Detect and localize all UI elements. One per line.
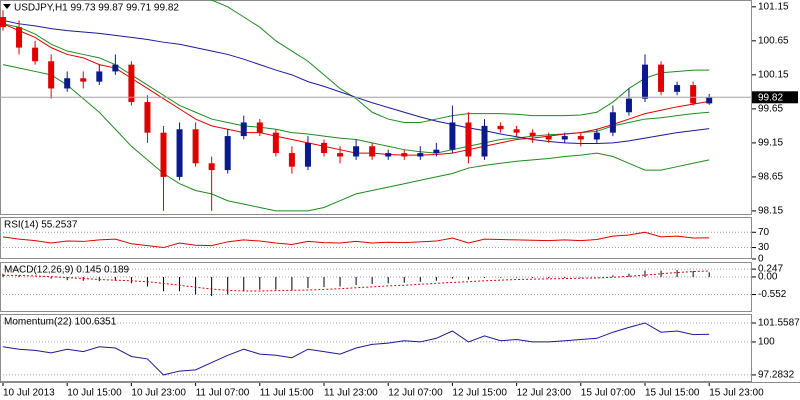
candle-body [642,64,648,99]
x-tick-label: 10 Jul 2013 [3,388,55,399]
price-label: 99.82 [758,92,783,103]
y-tick-label: 99.65 [758,104,783,115]
candle-body [417,153,424,157]
candle-body [385,153,392,157]
pane-frame [0,314,752,382]
x-tick-label: 12 Jul 23:00 [517,388,572,399]
candle-body [48,61,55,89]
pane-title: MACD(12,26,9) 0.145 0.189 [4,265,130,276]
y-tick-label: 97.2832 [758,370,795,381]
candle-body [240,122,247,137]
candle-body [32,47,39,62]
pane-title: Momentum(22) 100.6351 [4,317,117,328]
indicator-line [3,270,710,292]
y-tick-label: 101.5587 [758,318,800,329]
candle-body [577,136,584,140]
candle-body [513,129,520,133]
y-tick-label: 30 [758,242,770,253]
candle-body [706,97,713,104]
x-tick-label: 10 Jul 15:00 [67,388,122,399]
indicator-line [2,322,710,376]
x-tick-label: 12 Jul 07:00 [388,388,443,399]
candle-body [0,17,6,28]
y-tick-label: 100.65 [758,35,789,46]
pane-title: RSI(14) 55.2537 [4,220,78,231]
y-tick-label: 101.15 [758,1,789,12]
candle-body [96,71,103,82]
x-tick-label: 10 Jul 23:00 [131,388,186,399]
candle-body [625,98,632,113]
candle-body [304,142,311,167]
candle-body [224,136,231,171]
candle-body [321,142,327,154]
candle-body [609,112,616,133]
x-tick-label: 11 Jul 07:00 [196,388,250,399]
candle-body [433,149,440,154]
candle-body [272,132,279,154]
candle-body [128,64,135,103]
menu-icon[interactable] [3,4,11,9]
candle-body [369,146,376,157]
candle-body [353,146,360,157]
pane-frame [0,217,752,259]
candle-body [112,64,119,72]
candle-body [337,153,344,157]
candle-body [176,129,183,177]
candle-body [593,132,600,140]
candle-body [80,78,87,82]
indicator-line [2,64,710,212]
x-tick-label: 15 Jul 15:00 [645,388,700,399]
x-tick-label: 11 Jul 15:00 [260,388,314,399]
y-tick-label: 100.15 [758,69,789,80]
candle-body [256,122,263,133]
pane-2 [0,268,752,297]
indicator-line [2,231,710,249]
pane-3 [0,322,752,376]
price-label-box [752,91,798,104]
candle-body [658,64,665,92]
pane-title: USDJPY,H1 99.73 99.87 99.71 99.82 [14,3,179,14]
candle-body [529,132,536,137]
y-tick-label: 99.15 [758,138,783,149]
candle-body [449,122,456,150]
x-tick-label: 15 Jul 23:00 [709,388,764,399]
candle-body [16,27,23,48]
pane-frame [0,262,752,312]
y-tick-label: -0.552 [758,289,787,300]
y-tick-label: 100 [758,337,775,348]
x-tick-label: 15 Jul 07:00 [581,388,636,399]
pane-1 [0,231,752,259]
candle-body [144,102,151,133]
y-tick-label: 0 [758,254,764,265]
candle-body [288,153,295,167]
candle-body [401,153,408,157]
y-tick-label: 70 [758,227,770,238]
y-tick-label: 0.247 [758,264,783,275]
candle-body [465,122,472,157]
x-tick-label: 12 Jul 15:00 [452,388,507,399]
y-tick-label: 98.65 [758,172,783,183]
candle-body [192,129,199,164]
candle-body [497,125,504,130]
pane-frame [0,0,752,215]
indicator-line [209,0,710,123]
x-tick-label: 11 Jul 23:00 [324,388,378,399]
y-tick-label: 98.15 [758,206,783,217]
candle-body [690,85,697,104]
candle-body [160,132,167,177]
candle-body [208,163,215,171]
candle-body [481,125,488,157]
candle-body [545,136,552,140]
candle-body [561,136,568,140]
candle-body [64,78,71,89]
y-tick-label: 0.00 [758,272,778,283]
candle-body [674,85,681,92]
